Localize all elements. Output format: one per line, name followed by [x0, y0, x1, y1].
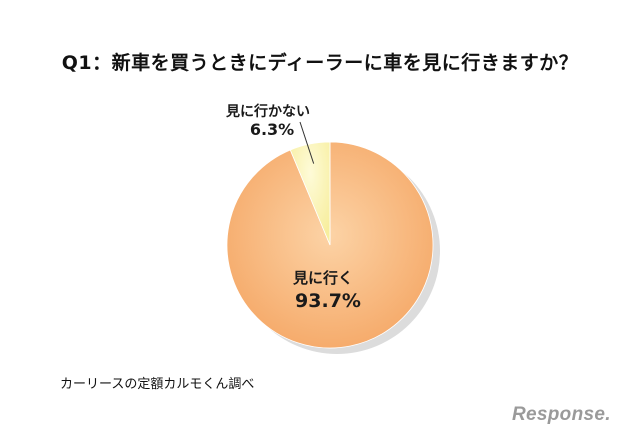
watermark-logo: Response. — [512, 404, 611, 425]
slice-value-major: 93.7% — [295, 290, 361, 312]
slice-label-minor: 見に行かない — [225, 103, 310, 120]
slice-value-minor: 6.3% — [250, 120, 294, 139]
chart-title: Q1：新車を買うときにディーラーに車を見に行きますか？ — [61, 52, 579, 74]
label-leader-line — [299, 121, 315, 164]
source-note: カーリースの定額カルモくん調べ — [60, 377, 255, 392]
pie-slice-minor — [289, 141, 331, 246]
slice-label-major: 見に行く — [292, 269, 353, 287]
